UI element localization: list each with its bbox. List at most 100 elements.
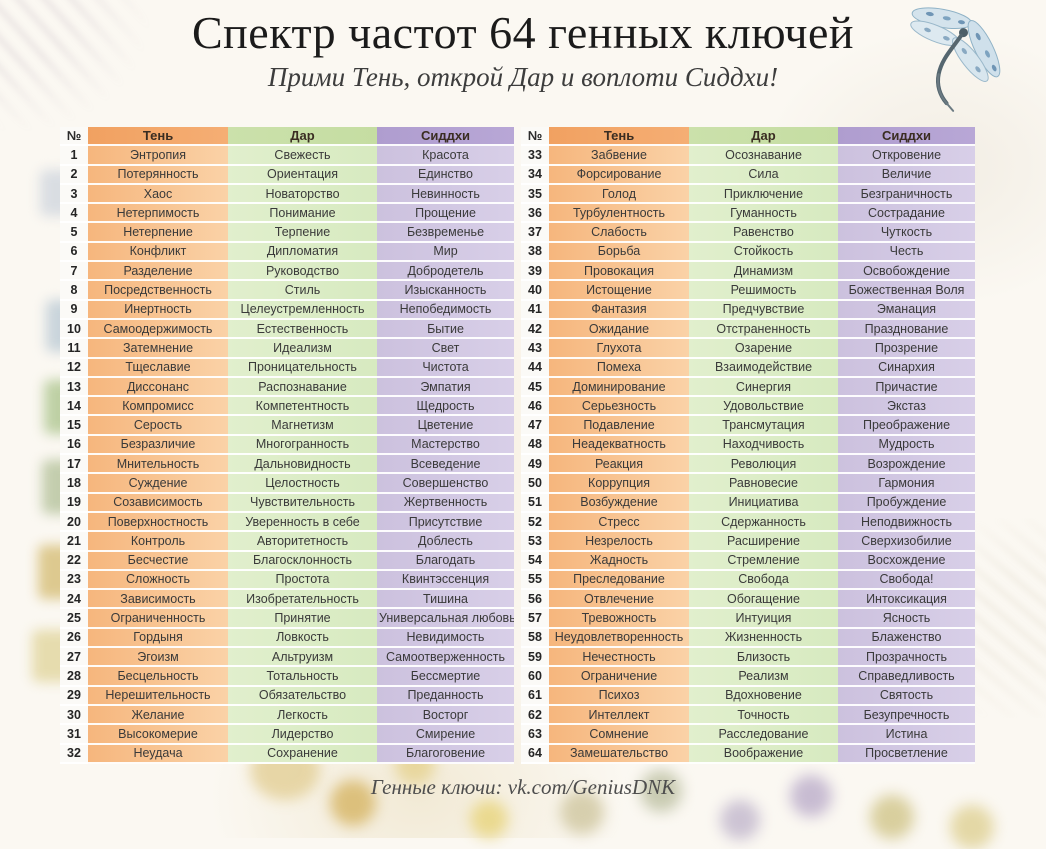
table-row: 35 Голод Приключение Безграничность: [521, 184, 975, 205]
table-row: 8 Посредственность Стиль Изысканность: [60, 281, 514, 301]
table-row: 48 Неадекватность Находчивость Мудрость: [521, 435, 975, 456]
key-number-cell: 56: [521, 590, 549, 610]
siddhi-cell: Изысканность: [377, 281, 514, 301]
shadow-cell: Серьезность: [549, 397, 689, 417]
shadow-cell: Серость: [88, 416, 228, 436]
shadow-cell: Стресс: [549, 512, 689, 533]
shadow-cell: Реакция: [549, 455, 689, 475]
table-row: 34 Форсирование Сила Величие: [521, 165, 975, 185]
table-row: 45 Доминирование Синергия Причастие: [521, 377, 975, 398]
shadow-cell: Борьба: [549, 242, 689, 263]
siddhi-cell: Свобода!: [838, 570, 975, 591]
shadow-cell: Желание: [88, 705, 228, 726]
shadow-cell: Зависимость: [88, 590, 228, 610]
key-number-cell: 36: [521, 204, 549, 224]
key-number-cell: 37: [521, 223, 549, 243]
table-row: 51 Возбуждение Инициатива Пробуждение: [521, 493, 975, 513]
shadow-cell: Энтропия: [88, 146, 228, 166]
table-row: 58 Неудовлетворенность Жизненность Блаженст…: [521, 628, 975, 649]
key-number-cell: 63: [521, 725, 549, 745]
key-number-cell: 46: [521, 397, 549, 417]
shadow-cell: Неудача: [88, 744, 228, 764]
gift-cell: Революция: [689, 455, 838, 475]
shadow-cell: Незрелость: [549, 532, 689, 552]
column-header: Дар: [228, 127, 377, 147]
key-number-cell: 48: [521, 435, 549, 456]
shadow-cell: Истощение: [549, 281, 689, 301]
column-header: Сиддхи: [838, 127, 975, 147]
table-row: 2 Потерянность Ориентация Единство: [60, 165, 514, 185]
key-number-cell: 5: [60, 223, 88, 243]
gift-cell: Новаторство: [228, 184, 377, 205]
gift-cell: Легкость: [228, 705, 377, 726]
table-row: 43 Глухота Озарение Прозрение: [521, 339, 975, 359]
siddhi-cell: Прозрачность: [838, 648, 975, 668]
key-number-cell: 51: [521, 493, 549, 513]
shadow-cell: Турбулентность: [549, 204, 689, 224]
shadow-cell: Гордыня: [88, 628, 228, 649]
siddhi-cell: Эмпатия: [377, 377, 514, 398]
shadow-cell: Психоз: [549, 686, 689, 706]
gift-cell: Равновесие: [689, 474, 838, 494]
table-row: 47 Подавление Трансмутация Преображение: [521, 416, 975, 436]
key-number-cell: 2: [60, 165, 88, 185]
key-number-cell: 9: [60, 300, 88, 320]
gift-cell: Вдохновение: [689, 686, 838, 706]
table-row: 56 Отвлечение Обогащение Интоксикация: [521, 590, 975, 610]
key-number-cell: 39: [521, 262, 549, 282]
shadow-cell: Замешательство: [549, 744, 689, 764]
gift-cell: Отстраненность: [689, 319, 838, 340]
gene-keys-table-33-64: № Тень Дар Сиддхи 33 Забвение Осознавание Откро…: [521, 127, 975, 764]
source-credit: Генные ключи: vk.com/GeniusDNK: [370, 775, 676, 799]
shadow-cell: Нерешительность: [88, 686, 228, 706]
siddhi-cell: Интоксикация: [838, 590, 975, 610]
column-header: №: [521, 127, 549, 147]
gift-cell: Расследование: [689, 725, 838, 745]
shadow-cell: Затемнение: [88, 339, 228, 359]
siddhi-cell: Мудрость: [838, 435, 975, 456]
key-number-cell: 16: [60, 435, 88, 456]
table-row: 23 Сложность Простота Квинтэссенция: [60, 570, 514, 591]
shadow-cell: Слабость: [549, 223, 689, 243]
table-row: 49 Реакция Революция Возрождение: [521, 455, 975, 475]
shadow-cell: Доминирование: [549, 377, 689, 398]
shadow-cell: Нетерпение: [88, 223, 228, 243]
key-number-cell: 21: [60, 532, 88, 552]
gift-cell: Терпение: [228, 223, 377, 243]
gift-cell: Дипломатия: [228, 242, 377, 263]
key-number-cell: 41: [521, 300, 549, 320]
table-row: 61 Психоз Вдохновение Святость: [521, 686, 975, 706]
shadow-cell: Ограниченность: [88, 609, 228, 629]
shadow-cell: Созависимость: [88, 493, 228, 513]
table-row: 33 Забвение Осознавание Откровение: [521, 146, 975, 166]
siddhi-cell: Гармония: [838, 474, 975, 494]
gift-cell: Распознавание: [228, 377, 377, 398]
gift-cell: Решимость: [689, 281, 838, 301]
shadow-cell: Бесцельность: [88, 667, 228, 687]
siddhi-cell: Причастие: [838, 377, 975, 398]
key-number-cell: 42: [521, 319, 549, 340]
dragonfly-icon: [910, 7, 1001, 112]
background-dot: [950, 805, 994, 849]
gift-cell: Близость: [689, 648, 838, 668]
table-row: 1 Энтропия Свежесть Красота: [60, 146, 514, 166]
gift-cell: Авторитетность: [228, 532, 377, 552]
shadow-cell: Посредственность: [88, 281, 228, 301]
siddhi-cell: Благоговение: [377, 744, 514, 764]
shadow-cell: Возбуждение: [549, 493, 689, 513]
shadow-cell: Сомнение: [549, 725, 689, 745]
gift-cell: Лидерство: [228, 725, 377, 745]
siddhi-cell: Ясность: [838, 609, 975, 629]
key-number-cell: 17: [60, 455, 88, 475]
table-row: 36 Турбулентность Гуманность Сострадание: [521, 204, 975, 224]
table-row: 37 Слабость Равенство Чуткость: [521, 223, 975, 243]
column-header: Дар: [689, 127, 838, 147]
key-number-cell: 11: [60, 339, 88, 359]
siddhi-cell: Экстаз: [838, 397, 975, 417]
siddhi-cell: Присутствие: [377, 512, 514, 533]
gift-cell: Свобода: [689, 570, 838, 591]
shadow-cell: Хаос: [88, 184, 228, 205]
table-row: 52 Стресс Сдержанность Неподвижность: [521, 512, 975, 533]
gift-cell: Инициатива: [689, 493, 838, 513]
key-number-cell: 35: [521, 184, 549, 205]
